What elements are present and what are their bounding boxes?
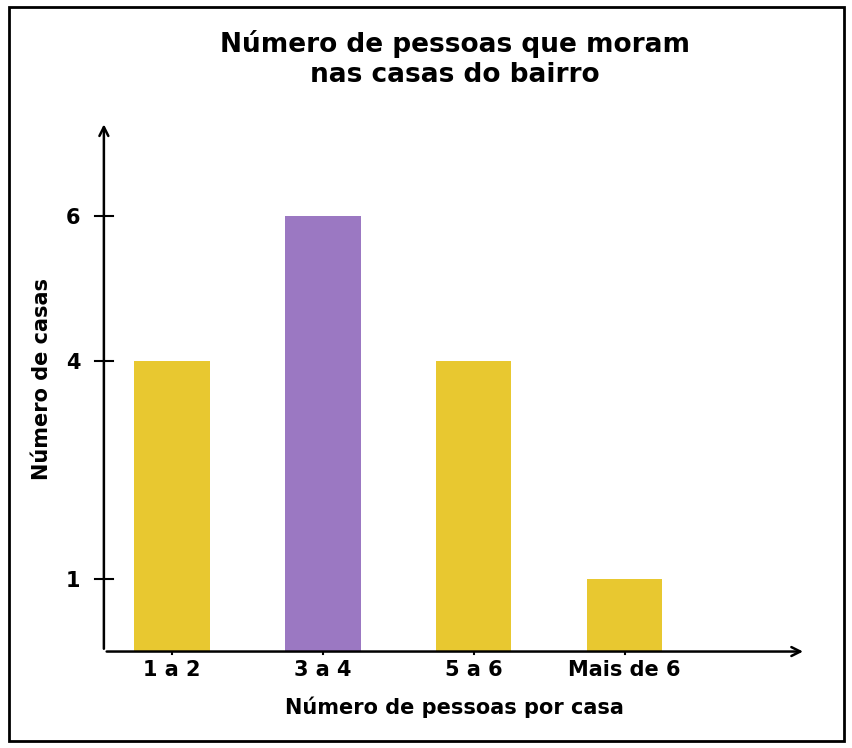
Bar: [586, 579, 662, 652]
Bar: [134, 361, 210, 652]
Title: Número de pessoas que moram
nas casas do bairro: Número de pessoas que moram nas casas do…: [220, 30, 689, 88]
Bar: [285, 216, 360, 652]
Bar: [435, 361, 511, 652]
Y-axis label: Número de casas: Número de casas: [32, 278, 52, 480]
X-axis label: Número de pessoas por casa: Número de pessoas por casa: [285, 696, 624, 718]
